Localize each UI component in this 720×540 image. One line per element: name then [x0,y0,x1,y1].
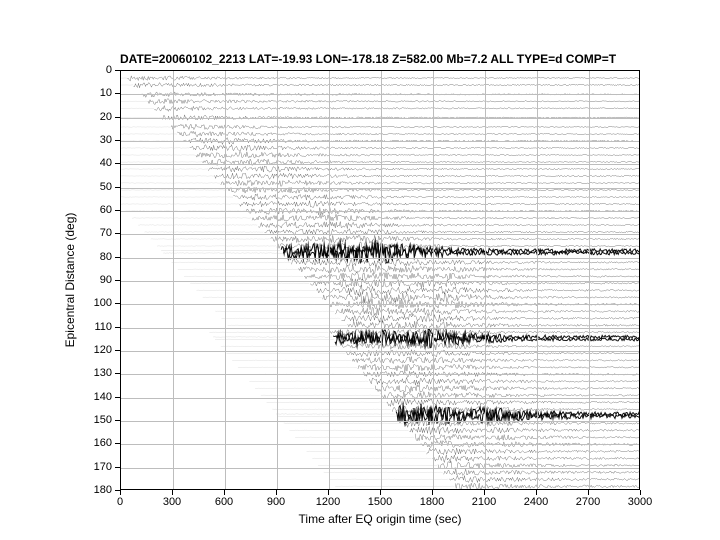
x-tick-label: 0 [117,496,123,508]
x-tick-label: 1800 [420,496,444,508]
y-tick [115,187,120,188]
x-tick-label: 600 [215,496,233,508]
y-tick-label: 20 [90,111,112,123]
y-tick-label: 40 [90,157,112,169]
x-tick-label: 2700 [576,496,600,508]
grid-line-h [121,258,640,259]
grid-line-h [121,211,640,212]
y-tick-label: 30 [90,134,112,146]
grid-line-h [121,281,640,282]
y-axis-title: Epicentral Distance (deg) [63,213,77,348]
y-tick-label: 70 [90,227,112,239]
grid-line-h [121,188,640,189]
y-tick [115,163,120,164]
grid-line-h [121,94,640,95]
grid-line-h [121,234,640,235]
grid-line-h [121,328,640,329]
y-tick-label: 100 [90,297,112,309]
y-tick [115,350,120,351]
y-tick [115,397,120,398]
x-tick [432,490,433,495]
y-tick [115,233,120,234]
x-axis-title: Time after EQ origin time (sec) [299,512,462,526]
x-tick [536,490,537,495]
y-tick [115,210,120,211]
y-tick [115,117,120,118]
x-tick [640,490,641,495]
y-tick [115,420,120,421]
x-tick [120,490,121,495]
y-tick [115,257,120,258]
y-tick-label: 180 [90,484,112,496]
grid-line-h [121,398,640,399]
grid-line-h [121,164,640,165]
y-tick [115,70,120,71]
y-tick [115,303,120,304]
x-tick [484,490,485,495]
grid-line-h [121,351,640,352]
plot-border [120,70,640,490]
y-tick-label: 80 [90,251,112,263]
y-tick-label: 150 [90,414,112,426]
y-tick [115,140,120,141]
grid-line-h [121,468,640,469]
y-tick-label: 10 [90,87,112,99]
x-tick [224,490,225,495]
grid-line-h [121,444,640,445]
y-tick [115,443,120,444]
x-tick [276,490,277,495]
y-tick-label: 50 [90,181,112,193]
x-tick-label: 1500 [368,496,392,508]
y-tick-label: 130 [90,367,112,379]
y-tick-label: 140 [90,391,112,403]
x-tick-label: 1200 [316,496,340,508]
x-tick-label: 900 [267,496,285,508]
y-tick-label: 120 [90,344,112,356]
y-tick [115,373,120,374]
x-tick-label: 300 [163,496,181,508]
x-tick [328,490,329,495]
y-tick-label: 170 [90,461,112,473]
y-tick-label: 0 [90,64,112,76]
x-tick-label: 2400 [524,496,548,508]
y-tick-label: 90 [90,274,112,286]
y-tick [115,93,120,94]
x-tick [380,490,381,495]
grid-line-h [121,374,640,375]
y-tick [115,490,120,491]
y-tick-label: 160 [90,437,112,449]
plot-area: DATE=20060102_2213 LAT=-19.93 LON=-178.1… [0,0,720,540]
y-tick-label: 60 [90,204,112,216]
y-tick-label: 110 [90,321,112,333]
x-tick [172,490,173,495]
grid-line-h [121,421,640,422]
x-tick-label: 3000 [628,496,652,508]
x-tick [588,490,589,495]
plot-subtitle: DATE=20060102_2213 LAT=-19.93 LON=-178.1… [120,52,616,66]
x-tick-label: 2100 [472,496,496,508]
y-tick [115,327,120,328]
grid-line-h [121,304,640,305]
y-tick [115,467,120,468]
grid-line-h [121,118,640,119]
y-tick [115,280,120,281]
grid-line-h [121,141,640,142]
